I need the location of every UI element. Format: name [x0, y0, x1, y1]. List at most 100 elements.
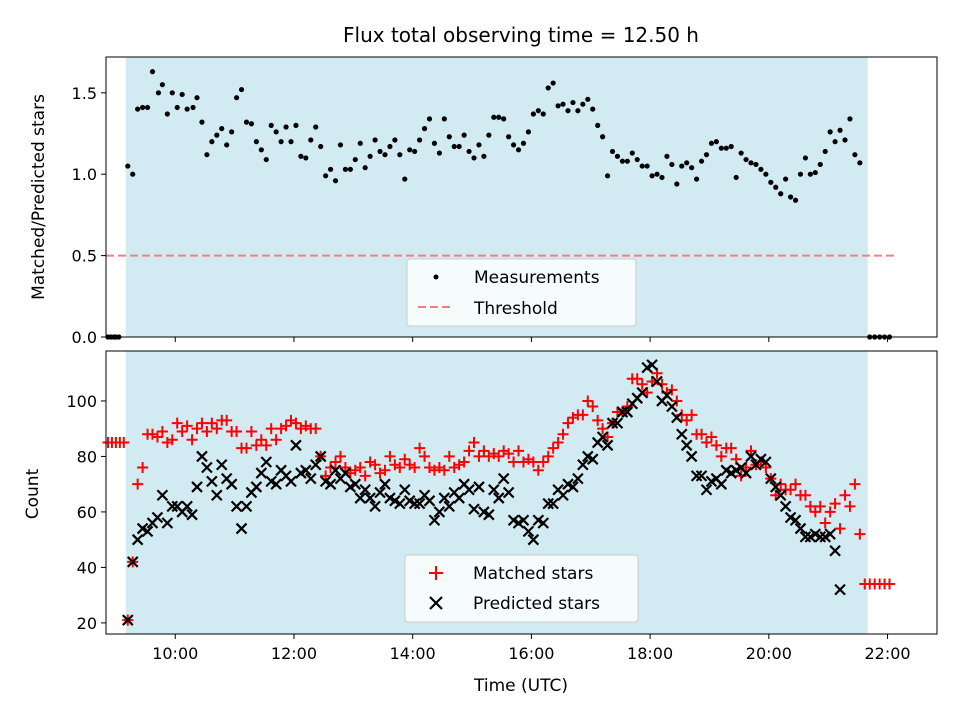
matched-star-point — [463, 445, 475, 457]
matched-star-point — [478, 445, 490, 457]
matched-star-point — [409, 462, 421, 474]
measurement-point — [486, 132, 492, 138]
measurement-point — [812, 169, 818, 176]
predicted-star-point — [413, 497, 426, 510]
measurement-point — [852, 152, 858, 158]
measurement-point — [679, 163, 685, 169]
predicted-star-point — [814, 531, 827, 543]
measurement-point — [387, 143, 393, 150]
predicted-star-point — [675, 428, 688, 441]
matched-star-point — [493, 450, 505, 462]
measurement-point — [204, 152, 210, 158]
matched-star-point — [631, 373, 643, 385]
predicted-star-point — [121, 614, 134, 626]
measurement-point — [283, 124, 289, 130]
measurement-point — [619, 158, 626, 164]
predicted-star-point — [349, 478, 362, 490]
matched-star-point — [562, 417, 574, 429]
predicted-star-point — [235, 522, 248, 535]
matched-star-point — [814, 500, 826, 512]
measurement-point — [342, 166, 349, 172]
measurement-point — [446, 134, 452, 140]
matched-star-point — [369, 459, 381, 471]
predicted-star-point — [225, 478, 238, 490]
bottom-y-axis-label: Count — [23, 468, 43, 519]
measurement-point — [763, 171, 769, 177]
predicted-star-point — [680, 439, 693, 452]
measurement-point — [644, 163, 650, 169]
predicted-star-point — [300, 464, 312, 477]
predicted-star-point — [473, 481, 485, 493]
matched-star-point — [384, 450, 396, 462]
predicted-star-point — [715, 478, 728, 490]
predicted-star-point — [586, 453, 599, 465]
measurement-point — [332, 178, 339, 184]
measurement-point — [224, 142, 230, 148]
predicted-star-point — [156, 489, 169, 502]
matched-star-point — [829, 498, 841, 510]
predicted-star-point — [596, 431, 609, 443]
matched-star-point — [582, 395, 594, 407]
matched-star-point — [696, 428, 708, 440]
matched-star-point — [527, 456, 539, 468]
matched-star-point — [330, 456, 342, 468]
measurement-point — [268, 122, 274, 128]
matched-star-point — [592, 414, 604, 426]
measurement-point — [530, 111, 536, 117]
measurement-point — [580, 101, 586, 107]
predicted-star-point — [309, 458, 322, 471]
measurement-point — [288, 139, 294, 145]
measurement-point — [550, 80, 556, 86]
predicted-star-point — [423, 495, 436, 507]
matched-star-point — [186, 434, 198, 446]
matched-star-point — [686, 409, 698, 421]
matched-star-point — [542, 450, 554, 462]
measurement-point — [570, 99, 576, 106]
measurement-point — [397, 152, 403, 158]
measurement-point — [461, 132, 467, 138]
top-ytick-label: 1.5 — [72, 84, 97, 103]
measurement-point — [190, 104, 196, 111]
measurement-point — [253, 139, 259, 145]
predicted-star-point — [572, 472, 584, 485]
measurement-point — [382, 152, 388, 158]
matched-star-point — [221, 414, 233, 426]
measurement-point — [748, 160, 754, 166]
predicted-star-point — [305, 472, 317, 485]
measurement-point — [243, 119, 250, 125]
predicted-star-point — [779, 500, 792, 513]
predicted-star-point — [666, 400, 678, 413]
measurement-point — [327, 166, 334, 172]
predicted-star-point — [740, 467, 752, 479]
matched-star-point — [468, 437, 480, 449]
predicted-star-point — [250, 481, 263, 493]
matched-star-point — [255, 434, 267, 446]
xtick-label: 10:00 — [152, 644, 198, 663]
predicted-star-point — [557, 489, 569, 502]
measurement-point — [654, 171, 660, 177]
matched-star-point — [339, 462, 351, 474]
measurement-point — [496, 114, 502, 120]
matched-star-point — [884, 578, 896, 590]
measurement-point — [847, 116, 853, 122]
predicted-star-point — [215, 458, 228, 471]
predicted-star-point — [394, 497, 406, 510]
measurement-point — [713, 139, 719, 145]
predicted-star-point — [829, 544, 841, 557]
measurement-point — [674, 181, 680, 187]
measurement-point — [540, 111, 546, 117]
predicted-star-point — [374, 486, 386, 499]
predicted-star-point — [492, 492, 505, 504]
matched-star-point — [705, 431, 717, 443]
predicted-star-point — [201, 461, 213, 474]
measurement-point — [723, 145, 729, 151]
measurement-point — [199, 119, 205, 125]
measurement-point — [194, 95, 200, 101]
matched-star-point — [824, 506, 836, 518]
measurement-point — [209, 139, 215, 145]
measurement-point — [802, 155, 809, 161]
measurement-point — [169, 90, 175, 96]
predicted-star-point — [186, 508, 198, 521]
predicted-star-point — [636, 386, 648, 399]
predicted-star-point — [542, 497, 554, 510]
